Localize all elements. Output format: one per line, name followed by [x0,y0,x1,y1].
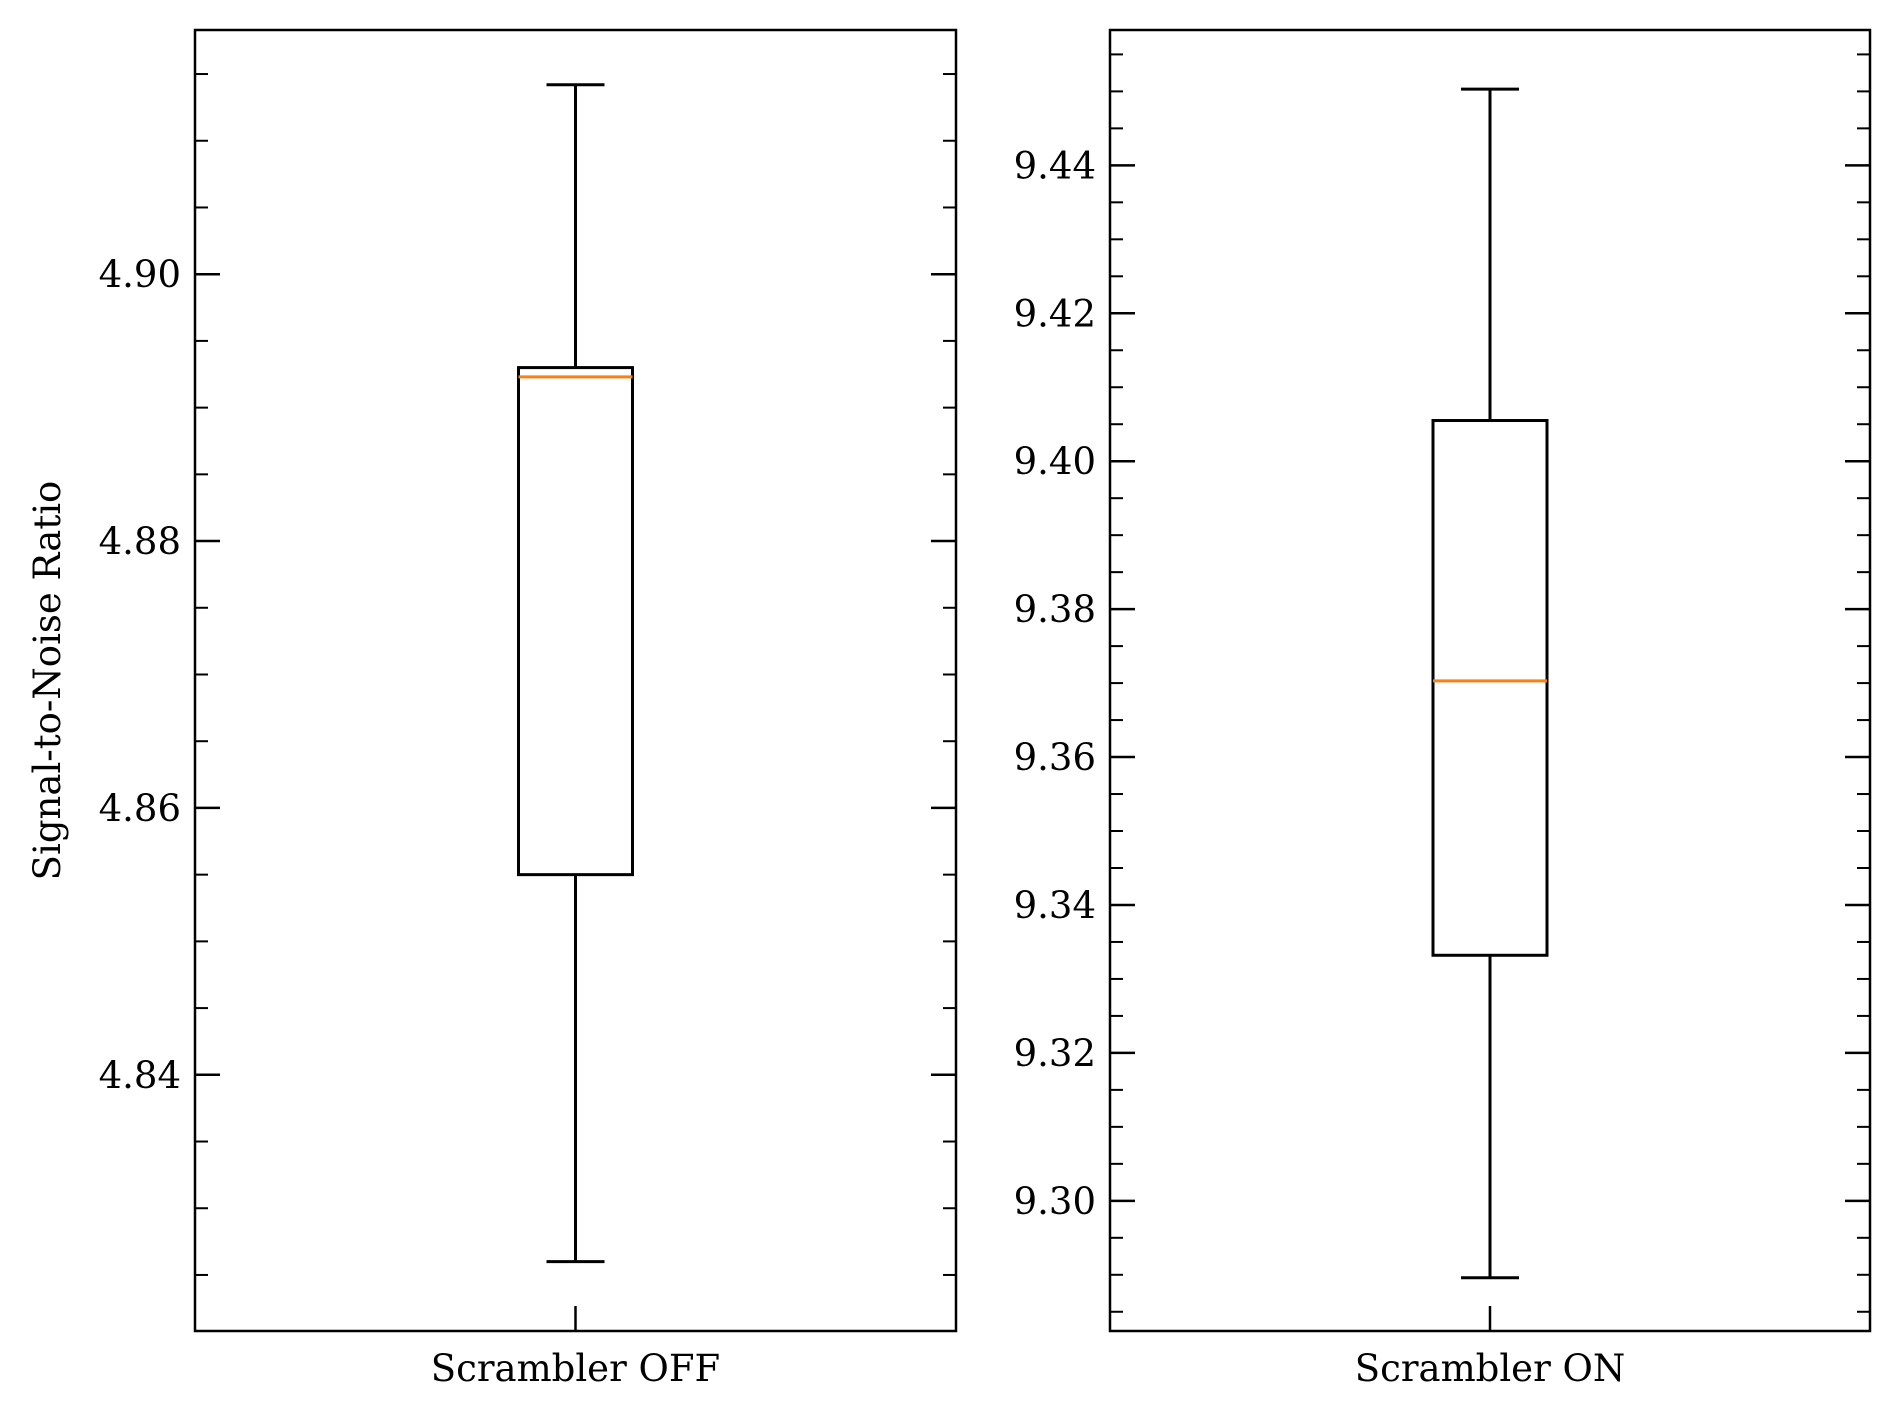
box-iqr [517,366,634,877]
y-tick-label: 9.30 [1014,1180,1096,1223]
y-tick-label: 9.38 [1014,588,1096,631]
y-tick-label: 4.88 [99,520,181,563]
y-tick-label: 4.86 [99,787,181,830]
x-tick-label: Scrambler OFF [431,1347,720,1390]
y-tick-label: 9.34 [1014,884,1096,927]
plot-frame [193,28,958,1333]
y-tick-label: 9.44 [1014,144,1096,187]
y-tick-label: 9.36 [1014,736,1096,779]
subplot-1: 4.84 4.86 4.88 4.90 Scrambler OFF Signal-to-N… [26,28,958,1390]
y-axis-title: Signal-to-Noise Ratio [26,481,69,881]
subplot-2: 9.30 9.32 9.34 9.36 9.38 9.40 9.42 9.44 Scramble… [1014,28,1872,1390]
y-tick-label: 9.32 [1014,1032,1096,1075]
plot-frame [1108,28,1872,1333]
y-tick-label: 9.40 [1014,440,1096,483]
y-tick-label: 4.84 [99,1054,181,1097]
y-tick-label: 4.90 [99,253,181,296]
box-iqr [1431,419,1549,957]
x-tick-label: Scrambler ON [1355,1347,1625,1390]
y-tick-label: 9.42 [1014,292,1096,335]
